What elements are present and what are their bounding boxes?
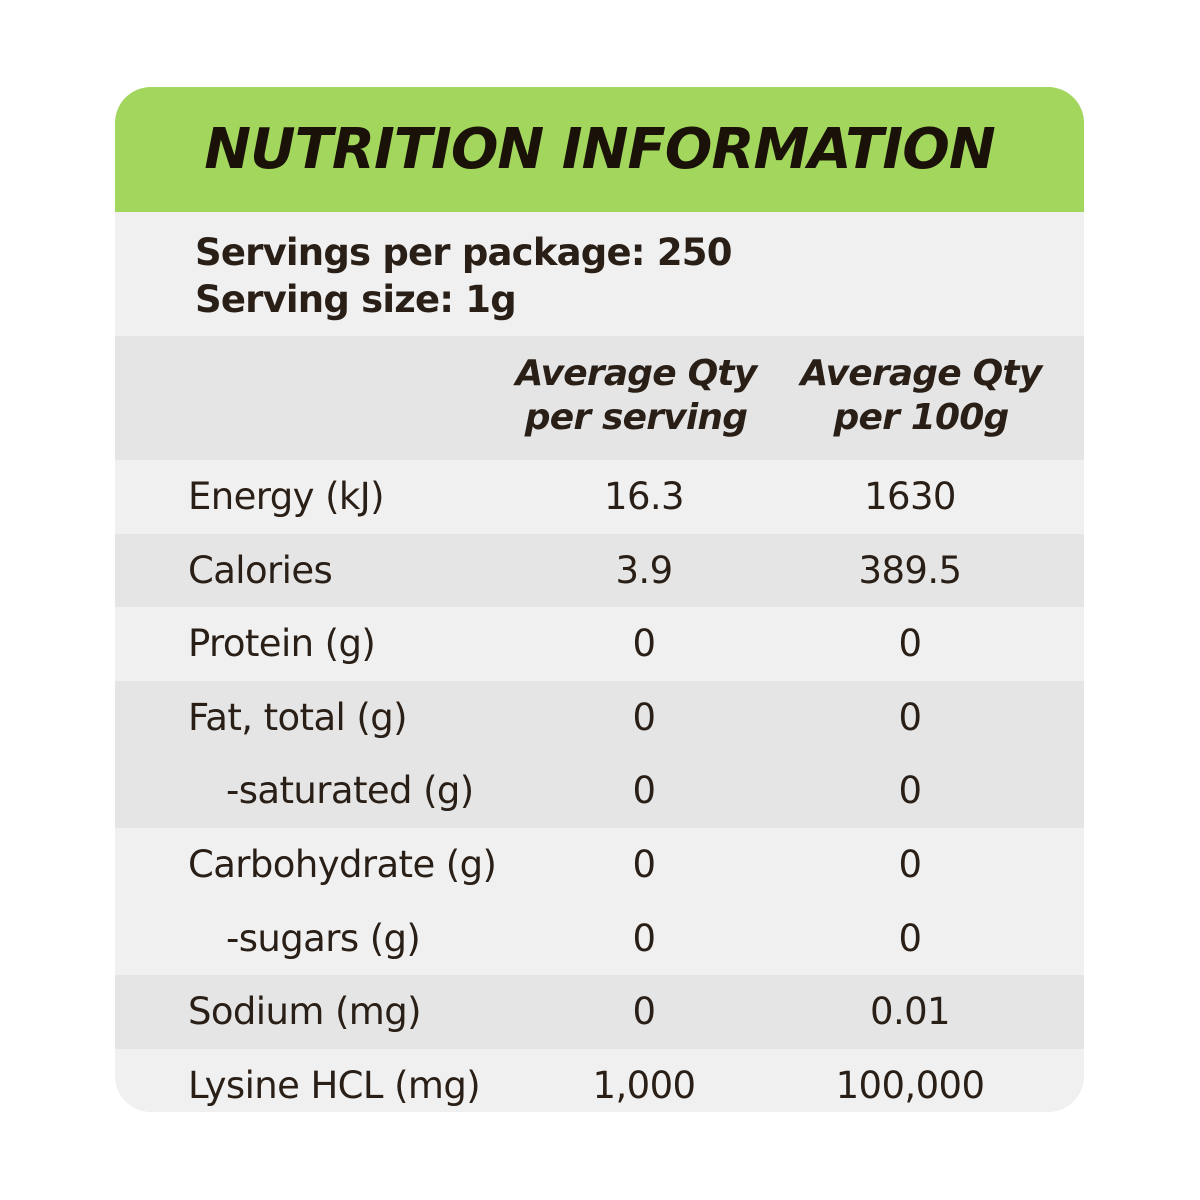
nutrient-rows: Energy (kJ) 16.3 1630 Calories 3.9 389.5…: [115, 460, 1084, 1112]
per-100g-value: 0.01: [870, 990, 951, 1034]
nutrient-label: Protein (g): [188, 622, 376, 666]
per-100g-value: 0: [898, 622, 923, 666]
column-header-per-serving-line-1: Average Qty: [515, 353, 757, 394]
column-header-per-100g-line-1: Average Qty: [800, 353, 1042, 394]
title-band: NUTRITION INFORMATION: [115, 87, 1084, 212]
table-row: -sugars (g) 0 0: [115, 901, 1084, 976]
table-row: Fat, total (g) 0 0: [115, 680, 1084, 755]
table-row: Lysine HCL (mg) 1,000 100,000: [115, 1048, 1084, 1112]
per-100g-value: 0: [898, 769, 923, 813]
per-serving-value: 0: [632, 695, 657, 739]
panel-title: NUTRITION INFORMATION: [204, 117, 995, 182]
nutrition-panel: NUTRITION INFORMATION Servings per packa…: [115, 87, 1084, 1112]
column-header-per-serving: Average Qty per serving: [501, 352, 771, 440]
per-100g-value: 389.5: [858, 548, 963, 592]
per-serving-value: 0: [632, 916, 657, 960]
table-row: Calories 3.9 389.5: [115, 533, 1084, 608]
servings-info: Servings per package: 250 Serving size: …: [115, 212, 1084, 336]
per-100g-value: 0: [898, 916, 923, 960]
table-row: Sodium (mg) 0 0.01: [115, 975, 1084, 1049]
nutrient-label: -saturated (g): [226, 769, 474, 813]
table-row: Protein (g) 0 0: [115, 607, 1084, 681]
nutrient-label: Carbohydrate (g): [188, 842, 497, 886]
table-row: -saturated (g) 0 0: [115, 754, 1084, 828]
per-serving-value: 16.3: [604, 475, 685, 518]
nutrient-label: Sodium (mg): [188, 990, 422, 1034]
nutrient-label: Energy (kJ): [188, 475, 385, 518]
serving-size: Serving size: 1g: [195, 278, 517, 321]
column-header-row: Average Qty per serving Average Qty per …: [115, 336, 1084, 460]
per-100g-value: 100,000: [835, 1063, 985, 1107]
column-header-per-serving-line-2: per serving: [524, 397, 748, 438]
servings-per-package: Servings per package: 250: [195, 231, 732, 274]
nutrient-label: -sugars (g): [226, 916, 421, 960]
nutrient-label: Lysine HCL (mg): [188, 1063, 481, 1107]
table-row: Energy (kJ) 16.3 1630: [115, 460, 1084, 534]
per-serving-value: 1,000: [592, 1063, 697, 1107]
per-serving-value: 0: [632, 622, 657, 666]
column-header-per-100g: Average Qty per 100g: [786, 352, 1056, 440]
nutrient-label: Calories: [188, 548, 333, 592]
per-serving-value: 3.9: [615, 548, 673, 592]
nutrient-label: Fat, total (g): [188, 695, 408, 739]
per-100g-value: 1630: [864, 475, 956, 518]
per-serving-value: 0: [632, 990, 657, 1034]
column-header-per-100g-line-2: per 100g: [833, 397, 1010, 438]
per-serving-value: 0: [632, 769, 657, 813]
per-100g-value: 0: [898, 842, 923, 886]
per-serving-value: 0: [632, 842, 657, 886]
per-100g-value: 0: [898, 695, 923, 739]
table-row: Carbohydrate (g) 0 0: [115, 827, 1084, 902]
